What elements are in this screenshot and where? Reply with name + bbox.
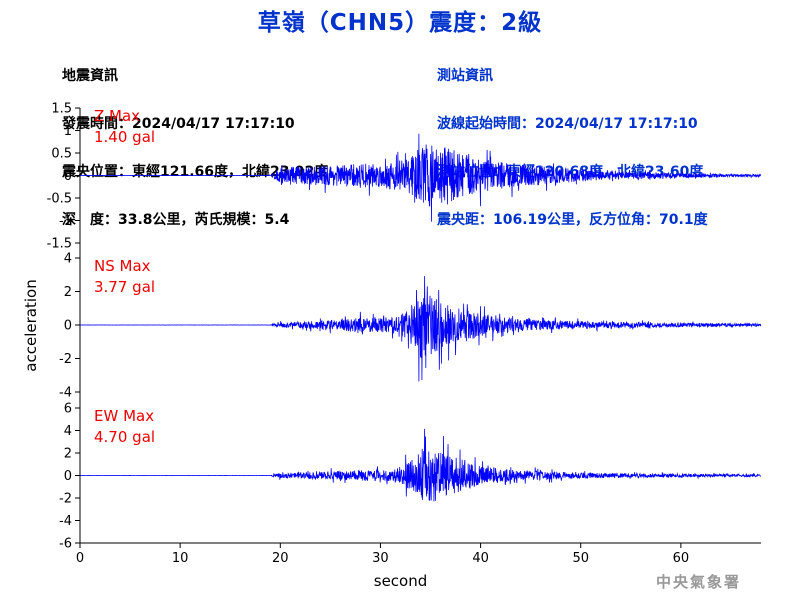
panel-max-value: 1.40 gal [94,128,155,146]
station-info-heading: 測站資訊 [437,68,493,84]
y-tick-label: -2 [59,352,72,367]
panel-name: Z Max [94,107,140,125]
wave-start-time: 波線起始時間：2024/04/17 17:17:10 [437,116,698,132]
page-title: 草嶺（CHN5）震度：2級 [257,10,543,36]
x-axis-label: second [374,572,428,590]
y-tick-label: 1.5 [51,102,72,117]
trace-z [79,133,762,222]
x-tick-label: 0 [76,551,84,566]
y-tick-label: 2 [64,447,72,462]
panel-max-value: 4.70 gal [94,428,155,446]
y-axis-label: acceleration [22,279,40,371]
origin-time: 發震時間：2024/04/17 17:17:10 [62,116,295,132]
y-tick-label: -4 [59,514,72,529]
x-tick-label: 40 [472,551,489,566]
agency-footer: 中央氣象署 [656,573,742,591]
y-tick-label: 2 [64,285,72,300]
y-tick-label: 0 [64,319,72,334]
panel-max-value: 3.77 gal [94,278,155,296]
y-tick-label: -1.5 [47,237,72,252]
y-tick-label: 0 [64,169,72,184]
trace-ns [79,276,762,382]
x-tick-label: 50 [572,551,589,566]
y-tick-label: 0 [64,469,72,484]
epicenter: 震央位置：東經121.66度，北緯23.92度 [62,164,329,180]
panel-name: EW Max [94,407,154,425]
y-tick-label: -4 [59,386,72,401]
trace-ew [79,428,761,502]
x-tick-label: 30 [372,551,389,566]
x-tick-label: 10 [172,551,189,566]
y-tick-label: 6 [64,402,72,417]
depth-magnitude: 深 度：33.8公里，芮氏規模：5.4 [62,212,290,228]
y-tick-label: 4 [64,252,72,267]
earthquake-info: 地震資訊 發震時間：2024/04/17 17:17:10 震央位置：東經121… [62,36,328,244]
epicentral-distance: 震央距：106.19公里，反方位角：70.1度 [437,212,708,228]
y-tick-label: 0.5 [51,147,72,162]
x-tick-label: 20 [272,551,289,566]
y-tick-label: -6 [59,537,72,552]
y-tick-label: -0.5 [47,192,72,207]
y-tick-label: 4 [64,424,72,439]
earthquake-info-heading: 地震資訊 [62,68,118,84]
y-tick-label: 1 [64,124,72,139]
x-tick-label: 60 [673,551,690,566]
panel-name: NS Max [94,257,151,275]
y-tick-label: -2 [59,492,72,507]
y-tick-label: -1 [59,214,72,229]
